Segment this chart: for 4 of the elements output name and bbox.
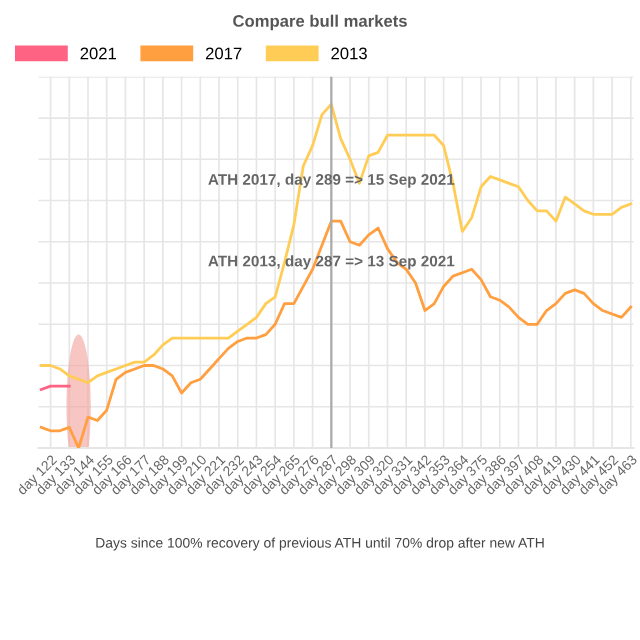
legend-label: 2013 <box>331 47 367 60</box>
chart-title: Compare bull markets <box>233 14 407 31</box>
legend-label: 2021 <box>80 47 116 60</box>
legend-label: 2017 <box>205 47 242 60</box>
